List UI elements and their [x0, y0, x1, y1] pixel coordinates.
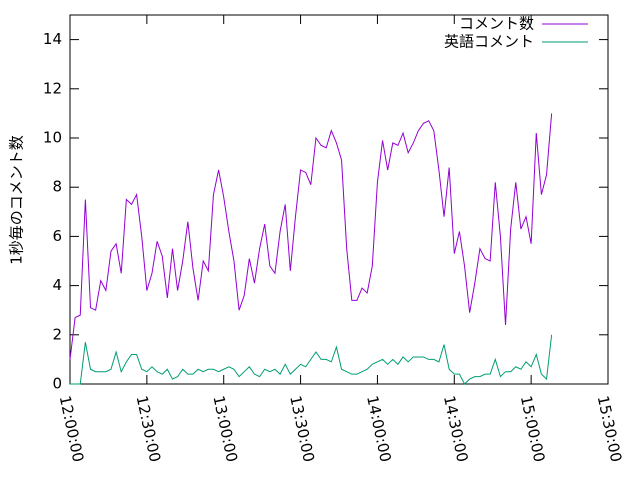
y-tick-label: 4 [52, 276, 62, 294]
x-tick-label: 13:00:00 [209, 394, 241, 464]
x-tick-label: 13:30:00 [286, 394, 318, 464]
legend-label: コメント数 [459, 15, 534, 33]
x-tick-label: 12:00:00 [56, 394, 88, 464]
y-axis-label: 1秒毎のコメント数 [8, 135, 26, 265]
y-tick-label: 2 [52, 325, 62, 343]
y-tick-label: 8 [52, 178, 62, 196]
y-tick-label: 0 [52, 375, 62, 393]
y-tick-label: 12 [43, 79, 62, 97]
plot-border [69, 14, 609, 385]
y-tick-label: 6 [52, 227, 62, 245]
x-tick-label: 14:30:00 [440, 394, 472, 464]
x-tick-label: 12:30:00 [133, 394, 165, 464]
legend-label: 英語コメント [444, 33, 534, 51]
x-tick-label: 15:00:00 [517, 394, 549, 464]
y-tick-label: 14 [43, 30, 62, 48]
series-line [70, 334, 553, 385]
x-tick-label: 14:00:00 [363, 394, 395, 464]
y-tick-label: 10 [43, 129, 62, 147]
x-tick-label: 15:30:00 [594, 394, 626, 464]
series-line [69, 113, 553, 360]
